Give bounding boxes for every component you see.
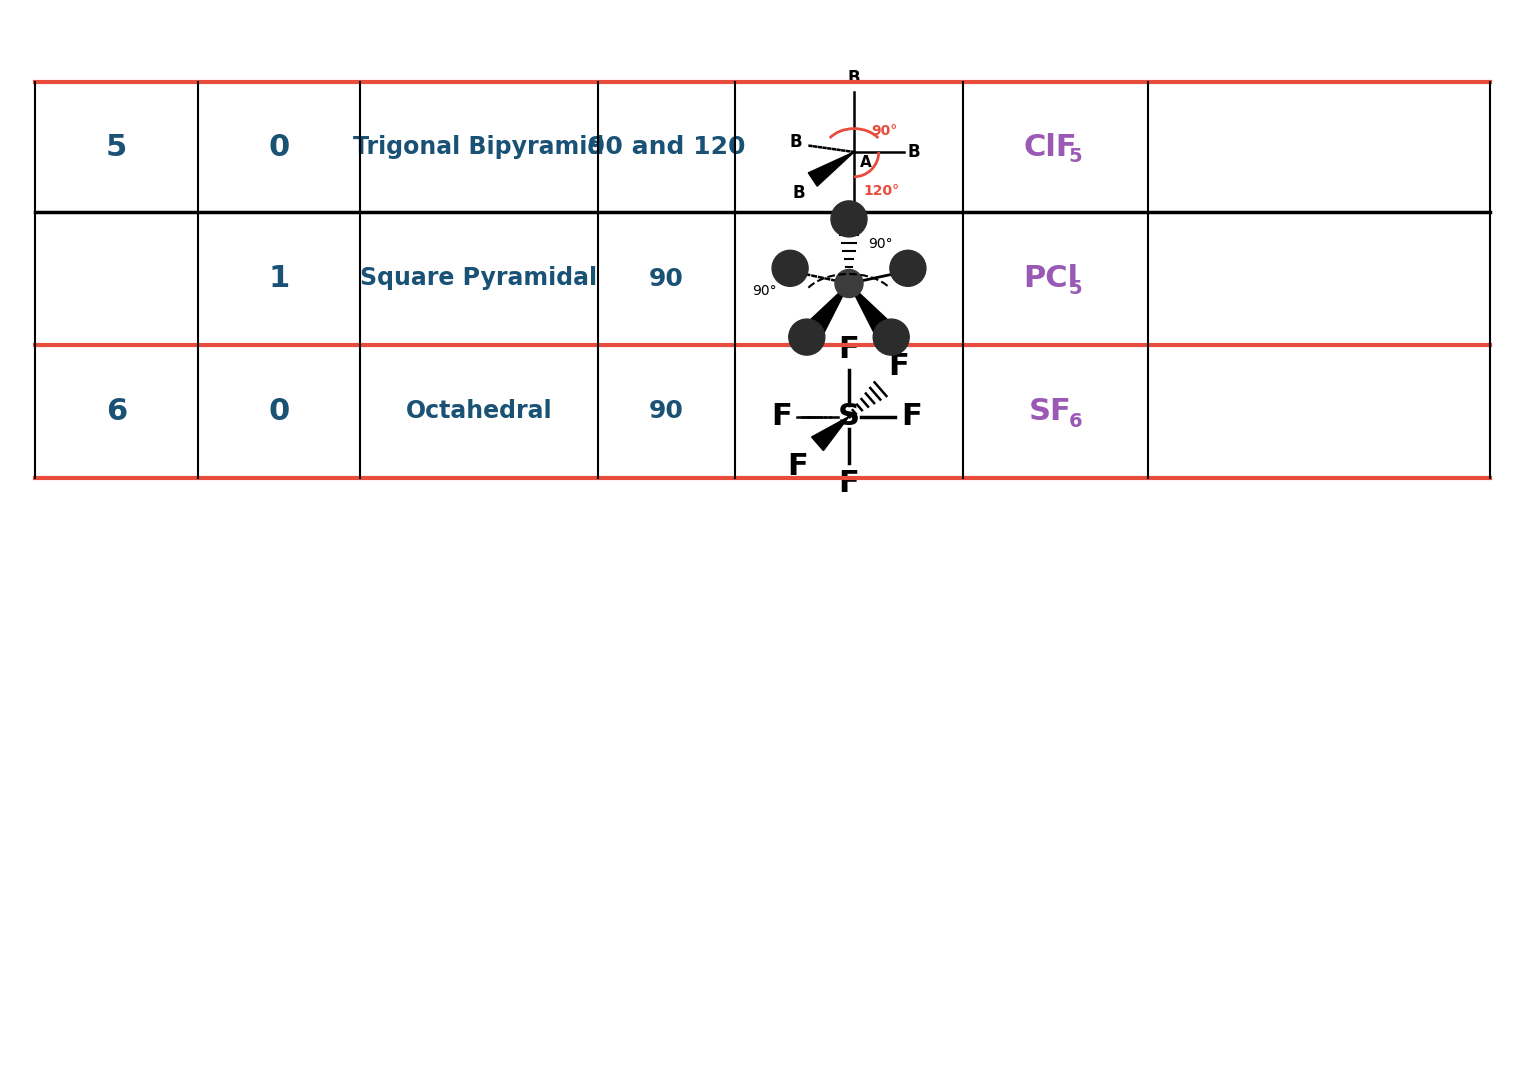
Text: F: F xyxy=(787,451,808,481)
Text: 6: 6 xyxy=(105,397,127,426)
Circle shape xyxy=(874,319,909,355)
Text: 120°: 120° xyxy=(863,184,900,198)
Circle shape xyxy=(788,319,825,355)
Text: 90 and 120: 90 and 120 xyxy=(587,135,746,159)
Polygon shape xyxy=(808,152,854,186)
Circle shape xyxy=(891,251,926,286)
Text: 5: 5 xyxy=(105,133,127,162)
Text: 1: 1 xyxy=(268,264,290,293)
Circle shape xyxy=(772,251,808,286)
Text: 90: 90 xyxy=(650,267,683,291)
Circle shape xyxy=(831,201,868,237)
Text: 90°: 90° xyxy=(872,124,898,138)
Text: Square Pyramidal: Square Pyramidal xyxy=(360,267,598,291)
Text: F: F xyxy=(901,402,923,431)
Text: 90: 90 xyxy=(650,400,683,423)
Text: B: B xyxy=(848,69,860,87)
Text: PCl: PCl xyxy=(1023,264,1078,293)
Text: F: F xyxy=(772,402,793,431)
Text: Octahedral: Octahedral xyxy=(406,400,552,423)
Text: A: A xyxy=(860,156,872,170)
Text: S: S xyxy=(839,402,860,431)
Text: 90°: 90° xyxy=(752,284,776,298)
Polygon shape xyxy=(807,283,849,335)
Text: 5: 5 xyxy=(1069,148,1083,166)
Text: SF: SF xyxy=(1029,397,1072,426)
Text: B: B xyxy=(791,185,805,203)
Text: 5: 5 xyxy=(1069,279,1083,298)
Circle shape xyxy=(836,270,863,297)
Polygon shape xyxy=(811,417,849,450)
Text: 0: 0 xyxy=(268,133,290,162)
Text: B: B xyxy=(848,212,860,229)
Text: 0: 0 xyxy=(268,397,290,426)
Text: 6: 6 xyxy=(1069,411,1083,431)
Text: ClF: ClF xyxy=(1023,133,1077,162)
Text: B: B xyxy=(907,143,920,161)
Text: F: F xyxy=(889,352,909,381)
Text: F: F xyxy=(839,469,860,498)
Text: 90°: 90° xyxy=(868,237,892,251)
Polygon shape xyxy=(849,283,891,335)
Text: F: F xyxy=(839,335,860,364)
Text: Trigonal Bipyramid: Trigonal Bipyramid xyxy=(354,135,604,159)
Text: B: B xyxy=(790,134,802,151)
